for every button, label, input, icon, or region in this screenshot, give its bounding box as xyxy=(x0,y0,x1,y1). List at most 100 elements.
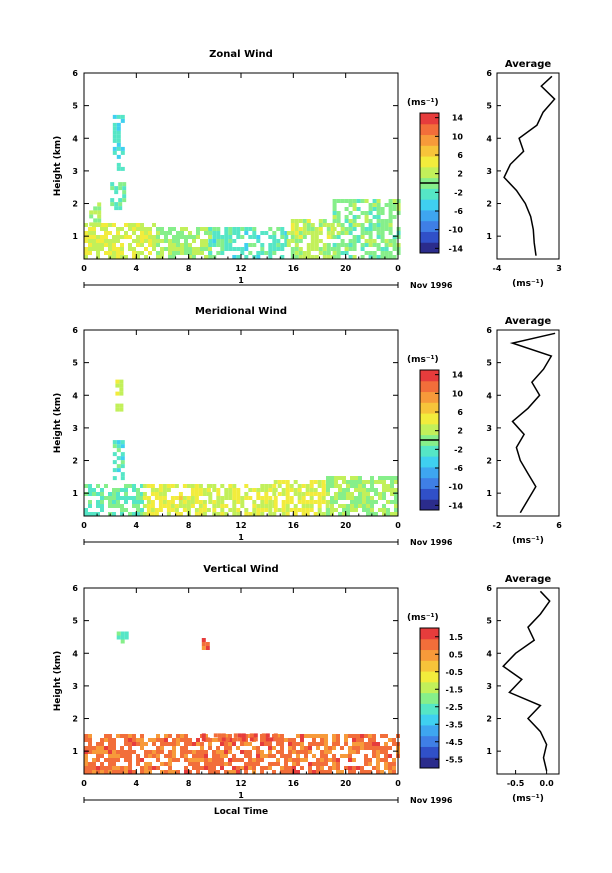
heatmap-cell xyxy=(119,379,124,384)
heatmap-cell xyxy=(296,750,300,754)
colorbar-swatch xyxy=(420,402,439,414)
heatmap-cell xyxy=(232,255,237,259)
average-x-tick-label: -4 xyxy=(493,264,502,273)
heatmap-cell xyxy=(392,762,396,766)
heatmap-cell xyxy=(172,742,176,746)
heatmap-cell xyxy=(317,480,322,484)
heatmap-cell xyxy=(182,508,187,512)
heatmap-cell xyxy=(168,251,172,255)
colorbar-swatch xyxy=(420,456,439,468)
heatmap-cell xyxy=(396,211,401,215)
heatmap-cell xyxy=(172,746,176,750)
heatmap-cell xyxy=(384,746,388,750)
heatmap-cell xyxy=(330,512,334,516)
heatmap-cell xyxy=(352,255,357,259)
heatmap-cell xyxy=(122,186,127,191)
heatmap-cell xyxy=(342,496,346,500)
colorbar-tick-label: -4.5 xyxy=(446,738,464,747)
heatmap-cell xyxy=(232,488,237,492)
heatmap-cell xyxy=(273,500,278,504)
heatmap-cell xyxy=(368,223,373,227)
heatmap-cell xyxy=(372,243,377,247)
heatmap-cell xyxy=(344,766,348,770)
heatmap-cell xyxy=(352,227,357,231)
heatmap-cell xyxy=(288,770,292,774)
heatmap-cell xyxy=(360,235,365,239)
colorbar-tick-label: 6 xyxy=(457,151,463,160)
heatmap-cell xyxy=(362,496,366,500)
heatmap-cell xyxy=(160,742,164,746)
heatmap-cell xyxy=(194,488,199,492)
heatmap-cell xyxy=(284,239,289,243)
heatmap-cell xyxy=(128,235,132,239)
heatmap-cell xyxy=(88,750,92,754)
heatmap-cell xyxy=(360,255,365,259)
heatmap-cell xyxy=(100,492,104,496)
heatmap-cell xyxy=(168,766,172,770)
heatmap-cell xyxy=(314,239,319,243)
heatmap-cell xyxy=(324,738,328,742)
heatmap-cell xyxy=(224,504,229,508)
heatmap-cell xyxy=(308,734,312,738)
heatmap-cell xyxy=(380,223,385,227)
heatmap-cell xyxy=(108,239,112,243)
heatmap-cell xyxy=(84,239,88,243)
heatmap-cell xyxy=(196,750,200,754)
heatmap-cell xyxy=(104,766,108,770)
heatmap-cell xyxy=(160,750,164,754)
heatmap-cell xyxy=(264,504,269,508)
heatmap-cell xyxy=(276,247,281,251)
heatmap-cell xyxy=(116,734,120,738)
colorbar-tick-label: -2.5 xyxy=(446,703,464,712)
heatmap-cell xyxy=(264,496,269,500)
heatmap-cell xyxy=(272,770,276,774)
heatmap-cell xyxy=(310,227,315,231)
heatmap-cell xyxy=(356,199,361,203)
heatmap-cell xyxy=(285,492,290,496)
heatmap-cell xyxy=(170,508,175,512)
heatmap-cell xyxy=(297,496,302,500)
heatmap-cell xyxy=(301,492,306,496)
heatmap-cell xyxy=(272,231,277,235)
heatmap-cell xyxy=(388,255,393,259)
heatmap-cell xyxy=(336,255,341,259)
heatmap-cell xyxy=(352,746,356,750)
heatmap-cell xyxy=(192,251,196,255)
heatmap-cell xyxy=(112,468,117,473)
heatmap-cell xyxy=(396,243,401,247)
date-tick-label: 1 xyxy=(238,533,244,542)
heatmap-cell xyxy=(244,750,248,754)
heatmap-cell xyxy=(340,223,345,227)
heatmap-cell xyxy=(120,734,124,738)
heatmap-cell xyxy=(334,484,338,488)
colorbar-tick-label: -5.5 xyxy=(446,755,464,764)
heatmap-cell xyxy=(253,733,258,738)
heatmap-cell xyxy=(104,758,108,762)
heatmap-cell xyxy=(308,742,312,746)
heatmap-cell xyxy=(114,186,119,191)
colorbar-swatch xyxy=(420,166,439,179)
heatmap-cell xyxy=(360,231,365,235)
heatmap-cell xyxy=(184,746,188,750)
heatmap-cell xyxy=(376,247,381,251)
heatmap-cell xyxy=(264,508,269,512)
heatmap-cell xyxy=(136,223,140,227)
heatmap-cell xyxy=(148,770,152,774)
average-y-tick-label: 4 xyxy=(486,391,492,400)
heatmap-cell xyxy=(236,766,240,770)
heatmap-cell xyxy=(309,484,314,488)
heatmap-cell xyxy=(93,222,98,227)
heatmap-cell xyxy=(172,243,176,247)
heatmap-cell xyxy=(252,235,257,239)
heatmap-cell xyxy=(128,512,132,516)
colorbar-swatch xyxy=(420,466,439,479)
heatmap-cell xyxy=(380,734,384,738)
heatmap-cell xyxy=(280,255,285,259)
heatmap-cell xyxy=(146,512,151,516)
heatmap-cell xyxy=(352,219,357,223)
heatmap-cell xyxy=(313,488,318,492)
heatmap-cell xyxy=(120,235,124,239)
heatmap-cell xyxy=(236,500,241,504)
heatmap-cell xyxy=(88,746,92,750)
